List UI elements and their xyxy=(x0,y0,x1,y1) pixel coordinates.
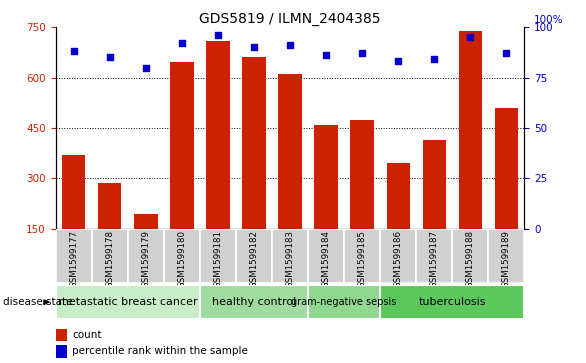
Bar xyxy=(308,285,380,319)
Text: gram-negative sepsis: gram-negative sepsis xyxy=(291,297,397,307)
Bar xyxy=(56,285,200,319)
Bar xyxy=(164,229,200,283)
Y-axis label: 100%: 100% xyxy=(534,15,563,25)
Text: GSM1599187: GSM1599187 xyxy=(430,230,439,288)
Text: GSM1599178: GSM1599178 xyxy=(105,230,114,288)
Bar xyxy=(452,229,488,283)
Bar xyxy=(387,163,410,229)
Text: GSM1599189: GSM1599189 xyxy=(502,230,511,288)
Bar xyxy=(459,30,482,229)
Bar xyxy=(200,285,308,319)
Point xyxy=(285,42,295,48)
Bar xyxy=(308,229,344,283)
Text: GSM1599185: GSM1599185 xyxy=(357,230,367,288)
Text: metastatic breast cancer: metastatic breast cancer xyxy=(58,297,197,307)
Bar xyxy=(495,108,518,229)
Bar xyxy=(170,62,193,229)
Title: GDS5819 / ILMN_2404385: GDS5819 / ILMN_2404385 xyxy=(199,12,381,26)
Text: GSM1599181: GSM1599181 xyxy=(213,230,223,288)
Point xyxy=(249,44,258,50)
Text: GSM1599180: GSM1599180 xyxy=(178,230,186,288)
Bar xyxy=(272,229,308,283)
Bar xyxy=(242,57,265,229)
Point xyxy=(69,49,79,54)
Point xyxy=(502,50,511,56)
Text: GSM1599184: GSM1599184 xyxy=(322,230,331,288)
Point xyxy=(141,65,151,70)
Bar xyxy=(380,229,416,283)
Point xyxy=(177,40,186,46)
Text: healthy control: healthy control xyxy=(212,297,296,307)
Text: GSM1599182: GSM1599182 xyxy=(250,230,258,288)
Point xyxy=(466,34,475,40)
Text: disease state: disease state xyxy=(3,297,73,307)
Bar xyxy=(134,213,158,229)
Bar xyxy=(206,41,230,229)
Bar xyxy=(56,345,67,358)
Bar xyxy=(56,229,92,283)
Text: GSM1599179: GSM1599179 xyxy=(141,230,151,288)
Bar xyxy=(56,329,67,341)
Bar xyxy=(62,155,86,229)
Bar xyxy=(416,229,452,283)
Point xyxy=(430,57,439,62)
Bar xyxy=(236,229,272,283)
Text: GSM1599177: GSM1599177 xyxy=(69,230,78,288)
Text: GSM1599186: GSM1599186 xyxy=(394,230,403,288)
Bar xyxy=(350,119,374,229)
Text: count: count xyxy=(72,330,101,340)
Point xyxy=(213,32,223,38)
Point xyxy=(105,54,114,60)
Text: GSM1599188: GSM1599188 xyxy=(466,230,475,288)
Text: percentile rank within the sample: percentile rank within the sample xyxy=(72,346,248,356)
Bar xyxy=(380,285,524,319)
Text: tuberculosis: tuberculosis xyxy=(418,297,486,307)
Point xyxy=(322,53,331,58)
Text: GSM1599183: GSM1599183 xyxy=(285,230,295,288)
Bar xyxy=(315,125,338,229)
Bar xyxy=(128,229,164,283)
Point xyxy=(394,58,403,64)
Bar xyxy=(423,140,446,229)
Bar xyxy=(344,229,380,283)
Bar xyxy=(92,229,128,283)
Bar xyxy=(98,183,121,229)
Point xyxy=(357,50,367,56)
Bar xyxy=(278,74,302,229)
Bar xyxy=(488,229,524,283)
Bar xyxy=(200,229,236,283)
